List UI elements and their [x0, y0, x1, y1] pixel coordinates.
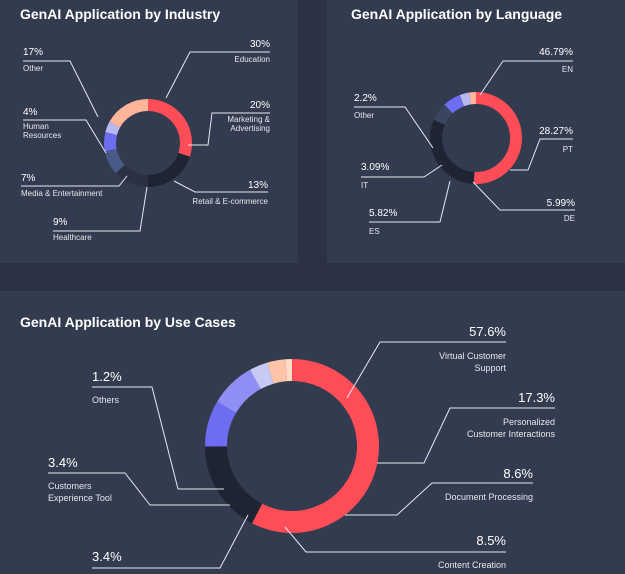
- leader-line: [346, 341, 506, 399]
- slice-category-label: Marketing &: [227, 115, 270, 124]
- slice-category-label: Media & Entertainment: [21, 189, 103, 198]
- slice-category-label: EN: [562, 65, 573, 74]
- leader-line: [361, 164, 443, 178]
- slice-percent-label: 17%: [23, 47, 43, 58]
- leader-line: [188, 112, 270, 146]
- slice-category-label: Human: [23, 122, 49, 131]
- donut-slice: [267, 359, 288, 384]
- leader-line: [92, 514, 249, 569]
- donut-slice: [444, 94, 465, 114]
- slice-percent-label: 3.4%: [92, 549, 122, 564]
- slice-percent-label: 3.09%: [361, 162, 389, 173]
- donut-slice: [105, 121, 121, 136]
- donut-slice: [473, 92, 522, 184]
- donut-slice: [217, 369, 262, 414]
- slice-percent-label: 8.5%: [476, 533, 506, 548]
- slice-category-label: Other: [354, 111, 374, 120]
- slice-percent-label: 9%: [53, 217, 68, 228]
- leader-line: [369, 180, 451, 223]
- slice-category-label: PT: [563, 145, 573, 154]
- donut-slice: [205, 445, 263, 524]
- donut-slice: [459, 92, 472, 107]
- slice-category-label: Advertising: [230, 124, 270, 133]
- leader-line: [345, 482, 533, 516]
- slice-category-label: Education: [234, 55, 270, 64]
- leader-line: [377, 407, 555, 464]
- leader-line: [23, 60, 99, 118]
- donut-slice: [147, 152, 190, 187]
- slice-percent-label: 2.2%: [354, 93, 377, 104]
- donut-slice: [433, 104, 453, 125]
- donut-slice: [147, 99, 192, 157]
- slice-percent-label: 20%: [250, 100, 270, 111]
- slice-category-label: Support: [474, 363, 506, 373]
- chart-title: GenAI Application by Use Cases: [20, 314, 236, 330]
- slice-percent-label: 5.82%: [369, 208, 397, 219]
- donut-slice: [252, 359, 379, 533]
- leader-line: [21, 175, 128, 187]
- slice-category-label: Healthcare: [53, 233, 92, 242]
- slice-category-label: Retail & E-commerce: [192, 197, 268, 206]
- slice-percent-label: 30%: [250, 39, 270, 50]
- slice-category-label: DE: [564, 214, 575, 223]
- slice-percent-label: 28.27%: [539, 126, 573, 137]
- slice-category-label: Resources: [23, 131, 61, 140]
- slice-percent-label: 1.2%: [92, 369, 122, 384]
- donut-slice: [104, 148, 125, 174]
- leader-line: [23, 119, 107, 154]
- slice-percent-label: 3.4%: [48, 455, 78, 470]
- leader-line: [284, 526, 506, 553]
- slice-percent-label: 4%: [23, 107, 38, 118]
- donut-slice: [205, 401, 237, 447]
- chart-title: GenAI Application by Language: [351, 6, 562, 22]
- donut-slice: [430, 119, 475, 184]
- slice-category-label: Others: [92, 395, 120, 405]
- leader-line: [479, 60, 573, 96]
- slice-category-label: Experience Tool: [48, 493, 112, 503]
- slice-percent-label: 8.6%: [503, 466, 533, 481]
- slice-category-label: Other: [23, 64, 43, 73]
- leader-line: [92, 386, 224, 490]
- leader-line: [354, 106, 434, 149]
- slice-category-label: Content Creation: [438, 560, 506, 570]
- leader-line: [472, 181, 575, 211]
- slice-percent-label: 7%: [21, 173, 36, 184]
- leader-line: [165, 51, 270, 99]
- donut-slice: [104, 132, 118, 152]
- slice-category-label: Customer Interactions: [467, 429, 556, 439]
- slice-category-label: Virtual Customer: [439, 351, 506, 361]
- leader-line: [53, 186, 148, 232]
- slice-category-label: Document Processing: [445, 492, 533, 502]
- chart-title: GenAI Application by Industry: [20, 6, 220, 22]
- leader-line: [48, 472, 230, 506]
- language-chart-panel: [327, 0, 625, 263]
- slice-percent-label: 5.99%: [547, 198, 575, 209]
- leader-line: [510, 138, 573, 171]
- donut-slice: [109, 99, 149, 128]
- slice-category-label: IT: [361, 181, 368, 190]
- slice-percent-label: 13%: [248, 180, 268, 191]
- donut-slice: [250, 362, 274, 390]
- slice-category-label: Personalized: [503, 417, 555, 427]
- donut-slice: [115, 164, 149, 187]
- leader-line: [173, 180, 268, 193]
- slice-percent-label: 46.79%: [539, 47, 573, 58]
- slice-percent-label: 17.3%: [518, 390, 555, 405]
- slice-percent-label: 57.6%: [469, 324, 506, 339]
- slice-category-label: Customers: [48, 481, 92, 491]
- industry-chart-panel: [0, 0, 298, 263]
- slice-category-label: ES: [369, 227, 380, 236]
